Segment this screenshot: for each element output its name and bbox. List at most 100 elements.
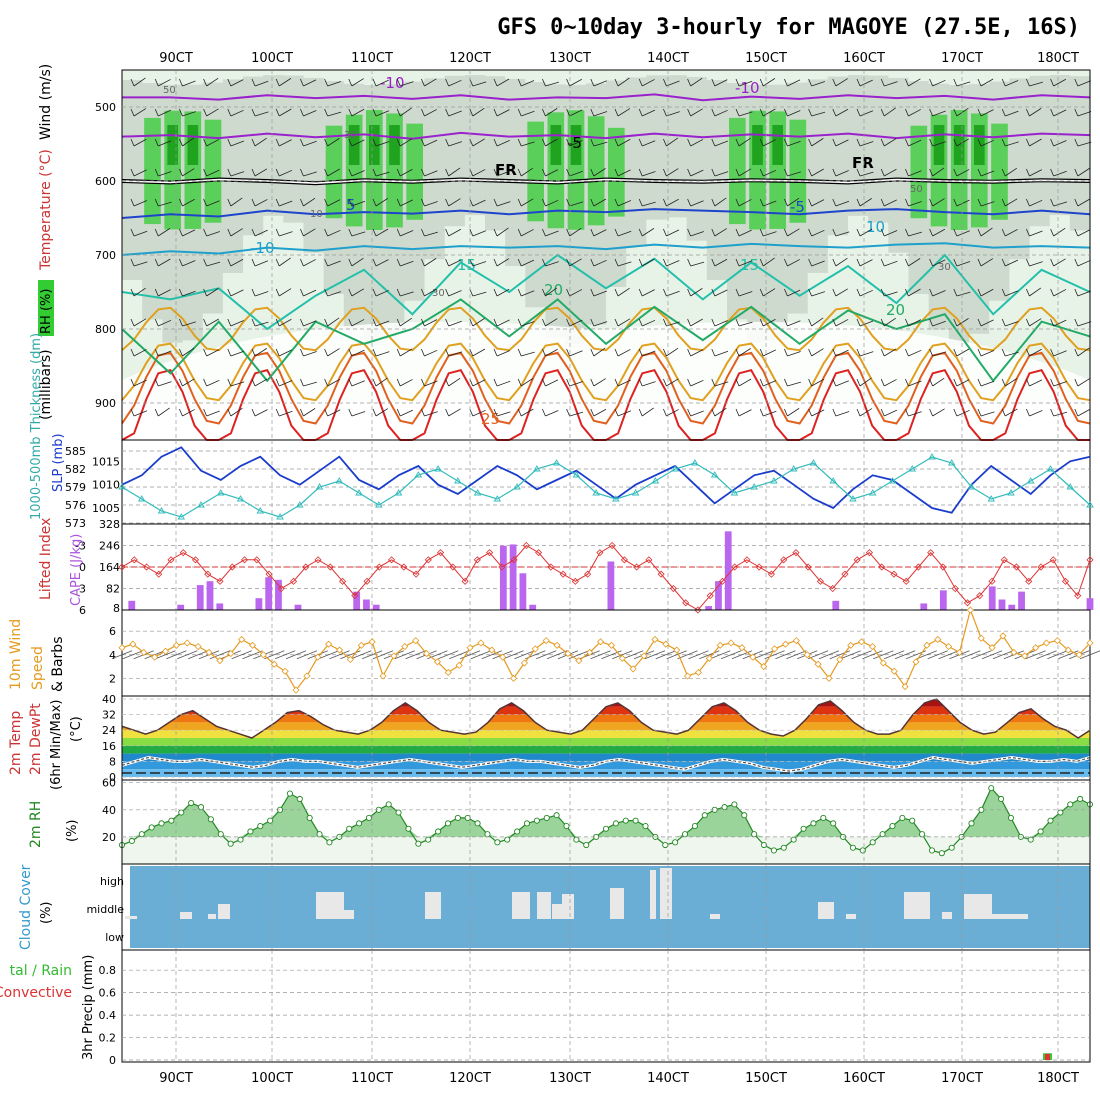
rh-dark-cell — [772, 125, 783, 165]
wind-barb-flag — [784, 348, 788, 357]
wind-barb — [811, 409, 825, 417]
wind-barb — [835, 139, 849, 147]
lifted-marker-70 — [976, 592, 984, 600]
lifted-marker-16 — [314, 556, 322, 564]
wind-barb-flag — [1050, 78, 1054, 87]
wind-barb — [569, 140, 583, 147]
lifted-marker-46 — [682, 599, 690, 607]
wind-barb — [230, 171, 245, 177]
wind-barb-flag — [469, 228, 474, 237]
ytick-4-4: 32 — [102, 709, 116, 722]
wind-barb-flag — [421, 408, 425, 417]
rh-marker-33 — [444, 820, 452, 827]
wind-barb-flag — [929, 108, 933, 117]
surface-barb-69 — [862, 650, 883, 660]
wind-barb-flag — [542, 228, 546, 237]
precip-bar-convective — [1045, 1053, 1050, 1060]
wind-barb-flag — [663, 348, 667, 357]
ytick-6-1: middle — [86, 903, 124, 916]
wind-barb-flag — [663, 108, 667, 117]
thickness-marker-11 — [335, 477, 344, 484]
wind-barb-flag — [687, 318, 691, 327]
lifted-marker-61 — [865, 549, 874, 557]
wind-barb-flag — [1050, 108, 1054, 117]
thickness-marker-47 — [1046, 465, 1055, 472]
wind-barb — [545, 81, 559, 87]
wind-barb — [617, 108, 631, 117]
temp-band-8 — [122, 761, 1090, 770]
rh-marker-52 — [632, 817, 639, 824]
lifted-marker-52 — [755, 563, 763, 571]
wind-barb-flag — [880, 78, 885, 87]
wind-barb-flag — [348, 288, 353, 297]
ytick-3-0: 2 — [109, 672, 116, 685]
rh-marker-23 — [346, 825, 353, 832]
wind-barb — [714, 197, 727, 207]
surface-barb-6 — [177, 650, 198, 660]
wind-barb-flag — [687, 138, 691, 147]
wind-barb-flag — [711, 288, 716, 297]
wind-barb — [1077, 168, 1090, 177]
wind-barb-flag — [348, 108, 353, 117]
surface-barb-65 — [818, 650, 840, 660]
wind-marker-42 — [575, 657, 583, 665]
wind-marker-9 — [216, 657, 224, 665]
wind-barb — [448, 377, 461, 387]
wind-barb-flag — [493, 408, 498, 417]
wind-barb — [400, 291, 414, 297]
wind-marker-84 — [1032, 644, 1040, 652]
lifted-marker-49 — [718, 577, 726, 585]
wind-barb-flag — [203, 318, 207, 327]
wind-marker-58 — [749, 653, 757, 661]
wind-barb-flag — [275, 318, 280, 327]
wind-barb-flag — [735, 168, 740, 177]
wind-barb-flag — [1026, 78, 1030, 87]
lifted-marker-60 — [853, 556, 861, 564]
rh-grey-cell — [686, 76, 708, 241]
rh-marker-18 — [296, 795, 303, 803]
wind-barb-flag — [832, 348, 837, 357]
wind-barb — [279, 200, 293, 207]
wind-barb-flag — [300, 78, 304, 87]
cape-bar-18 — [294, 604, 302, 610]
wind-barb — [932, 228, 946, 237]
wind-barb — [666, 137, 679, 147]
wind-barb-flag — [1074, 138, 1079, 147]
wind-barb — [884, 168, 897, 177]
wind-barb — [787, 197, 800, 207]
wind-barb-flag — [905, 78, 909, 87]
wind-barb-flag — [590, 258, 595, 267]
rh-grey-cell — [868, 75, 889, 223]
temp-band-4 — [122, 730, 1090, 738]
wind-barb-flag — [542, 288, 546, 297]
wind-barb-flag — [130, 168, 135, 177]
wind-barb-flag — [832, 318, 837, 327]
rh-marker-5 — [168, 817, 175, 824]
wind-barb-flag — [421, 378, 425, 387]
wind-barb — [1077, 408, 1091, 417]
wind-barb — [1029, 108, 1042, 117]
wind-marker-78 — [966, 606, 974, 614]
wind-barb — [545, 318, 558, 327]
wind-barb-flag — [348, 168, 353, 177]
lifted-marker-67 — [939, 563, 947, 571]
wind-barb — [133, 169, 147, 177]
ytick-4-1: 8 — [109, 755, 116, 768]
rh-marker-94 — [1047, 817, 1054, 824]
wind-barb — [520, 198, 534, 207]
surface-barb-49 — [644, 650, 666, 660]
wind-barb — [884, 379, 897, 387]
ytick-1-r1: 1010 — [92, 479, 120, 492]
wind-barb-flag — [856, 348, 861, 357]
wind-barb-flag — [300, 408, 304, 417]
wind-barb-flag — [251, 348, 256, 357]
lifted-marker-71 — [988, 577, 996, 585]
cloud-block-17 — [904, 892, 930, 919]
wind-barb-flag — [614, 348, 619, 357]
wind-barb — [448, 110, 462, 117]
wind-barb — [545, 199, 559, 207]
wind-barb — [303, 259, 316, 267]
wind-barb — [133, 410, 148, 417]
top-xtick-6: 150CT — [745, 51, 787, 66]
